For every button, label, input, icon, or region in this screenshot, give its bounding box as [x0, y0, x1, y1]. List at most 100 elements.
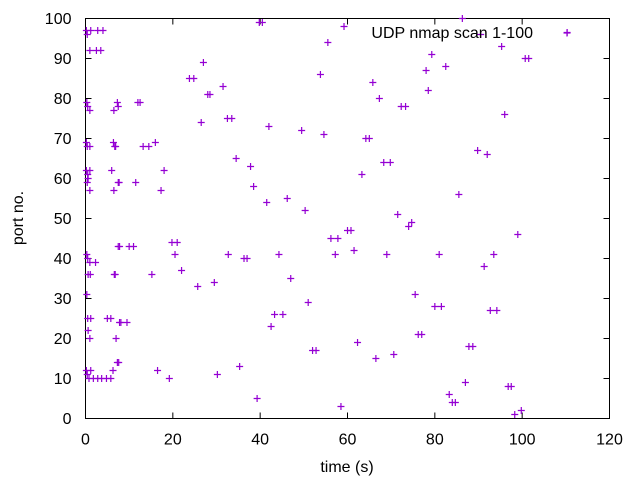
data-point	[365, 135, 373, 142]
data-point	[422, 67, 430, 74]
y-axis: 0 10 20 30 40 50 60 70 80 90 100	[45, 11, 610, 428]
data-point	[92, 259, 100, 266]
data-point	[445, 391, 453, 398]
y-tick-label: 80	[54, 91, 72, 108]
data-point	[151, 139, 159, 146]
data-point	[160, 167, 168, 174]
data-point	[83, 291, 91, 298]
data-point	[228, 115, 236, 122]
data-point	[83, 99, 91, 106]
data-point	[83, 251, 91, 258]
data-point	[112, 335, 120, 342]
x-tick-label: 100	[509, 432, 536, 449]
data-point	[109, 139, 117, 146]
data-point	[83, 31, 91, 38]
data-point	[108, 167, 116, 174]
data-point	[435, 251, 443, 258]
data-point	[424, 87, 432, 94]
data-point	[455, 191, 463, 198]
data-point	[86, 47, 94, 54]
data-point	[111, 271, 119, 278]
data-point	[347, 227, 355, 234]
data-point	[83, 179, 91, 186]
data-point	[283, 195, 291, 202]
data-point	[258, 19, 266, 26]
y-tick-label: 10	[54, 371, 72, 388]
data-point	[458, 15, 466, 22]
data-point	[517, 407, 525, 414]
data-point	[197, 119, 205, 126]
y-tick-label: 30	[54, 291, 72, 308]
data-point	[247, 163, 255, 170]
plot-frame	[85, 18, 610, 419]
data-point	[287, 275, 295, 282]
x-tick-label: 20	[164, 432, 182, 449]
y-tick-label: 20	[54, 331, 72, 348]
legend-plus-marker	[563, 29, 571, 37]
data-point	[86, 107, 94, 114]
data-point	[380, 159, 388, 166]
x-tick-label: 120	[596, 432, 623, 449]
data-point	[109, 367, 117, 374]
data-point	[354, 339, 362, 346]
data-point	[474, 147, 482, 154]
data-point	[477, 31, 485, 38]
data-point	[130, 243, 138, 250]
data-point	[525, 55, 533, 62]
data-point	[107, 315, 115, 322]
data-point	[486, 307, 494, 314]
data-point	[304, 299, 312, 306]
data-point	[110, 107, 118, 114]
data-point	[210, 279, 218, 286]
y-axis-label: port no.	[10, 191, 27, 245]
data-point	[442, 63, 450, 70]
data-point	[115, 359, 123, 366]
data-point	[232, 155, 240, 162]
data-point	[511, 411, 519, 418]
y-tick-label: 60	[54, 171, 72, 188]
data-point	[334, 235, 342, 242]
data-point	[173, 239, 181, 246]
x-tick-label: 0	[81, 432, 90, 449]
x-tick-label: 80	[426, 432, 444, 449]
legend-marker	[563, 29, 571, 37]
data-point	[136, 99, 144, 106]
data-point	[431, 303, 439, 310]
data-point	[84, 103, 92, 110]
data-point	[394, 211, 402, 218]
data-point	[145, 143, 153, 150]
data-point	[483, 151, 491, 158]
data-point	[461, 379, 469, 386]
data-point	[418, 331, 426, 338]
data-point	[117, 319, 125, 326]
data-point	[110, 187, 118, 194]
data-point	[501, 111, 509, 118]
y-tick-label: 90	[54, 51, 72, 68]
data-point	[498, 43, 506, 50]
data-point	[263, 199, 271, 206]
data-point	[116, 243, 124, 250]
data-point	[312, 347, 320, 354]
data-point	[213, 371, 221, 378]
data-point	[171, 251, 179, 258]
data-point	[86, 187, 94, 194]
data-point	[97, 47, 105, 54]
data-point	[350, 247, 358, 254]
data-point	[383, 251, 391, 258]
data-point	[408, 219, 416, 226]
data-point	[279, 311, 287, 318]
data-point	[84, 327, 92, 334]
data-point	[190, 75, 198, 82]
data-point	[84, 255, 92, 262]
data-point	[84, 175, 92, 182]
x-tick-label: 60	[339, 432, 357, 449]
data-point	[253, 395, 261, 402]
data-point	[83, 371, 91, 378]
data-point	[411, 291, 419, 298]
data-point	[327, 235, 335, 242]
y-tick-label: 70	[54, 131, 72, 148]
y-tick-label: 0	[63, 411, 72, 428]
data-point	[405, 223, 413, 230]
data-point	[493, 307, 501, 314]
